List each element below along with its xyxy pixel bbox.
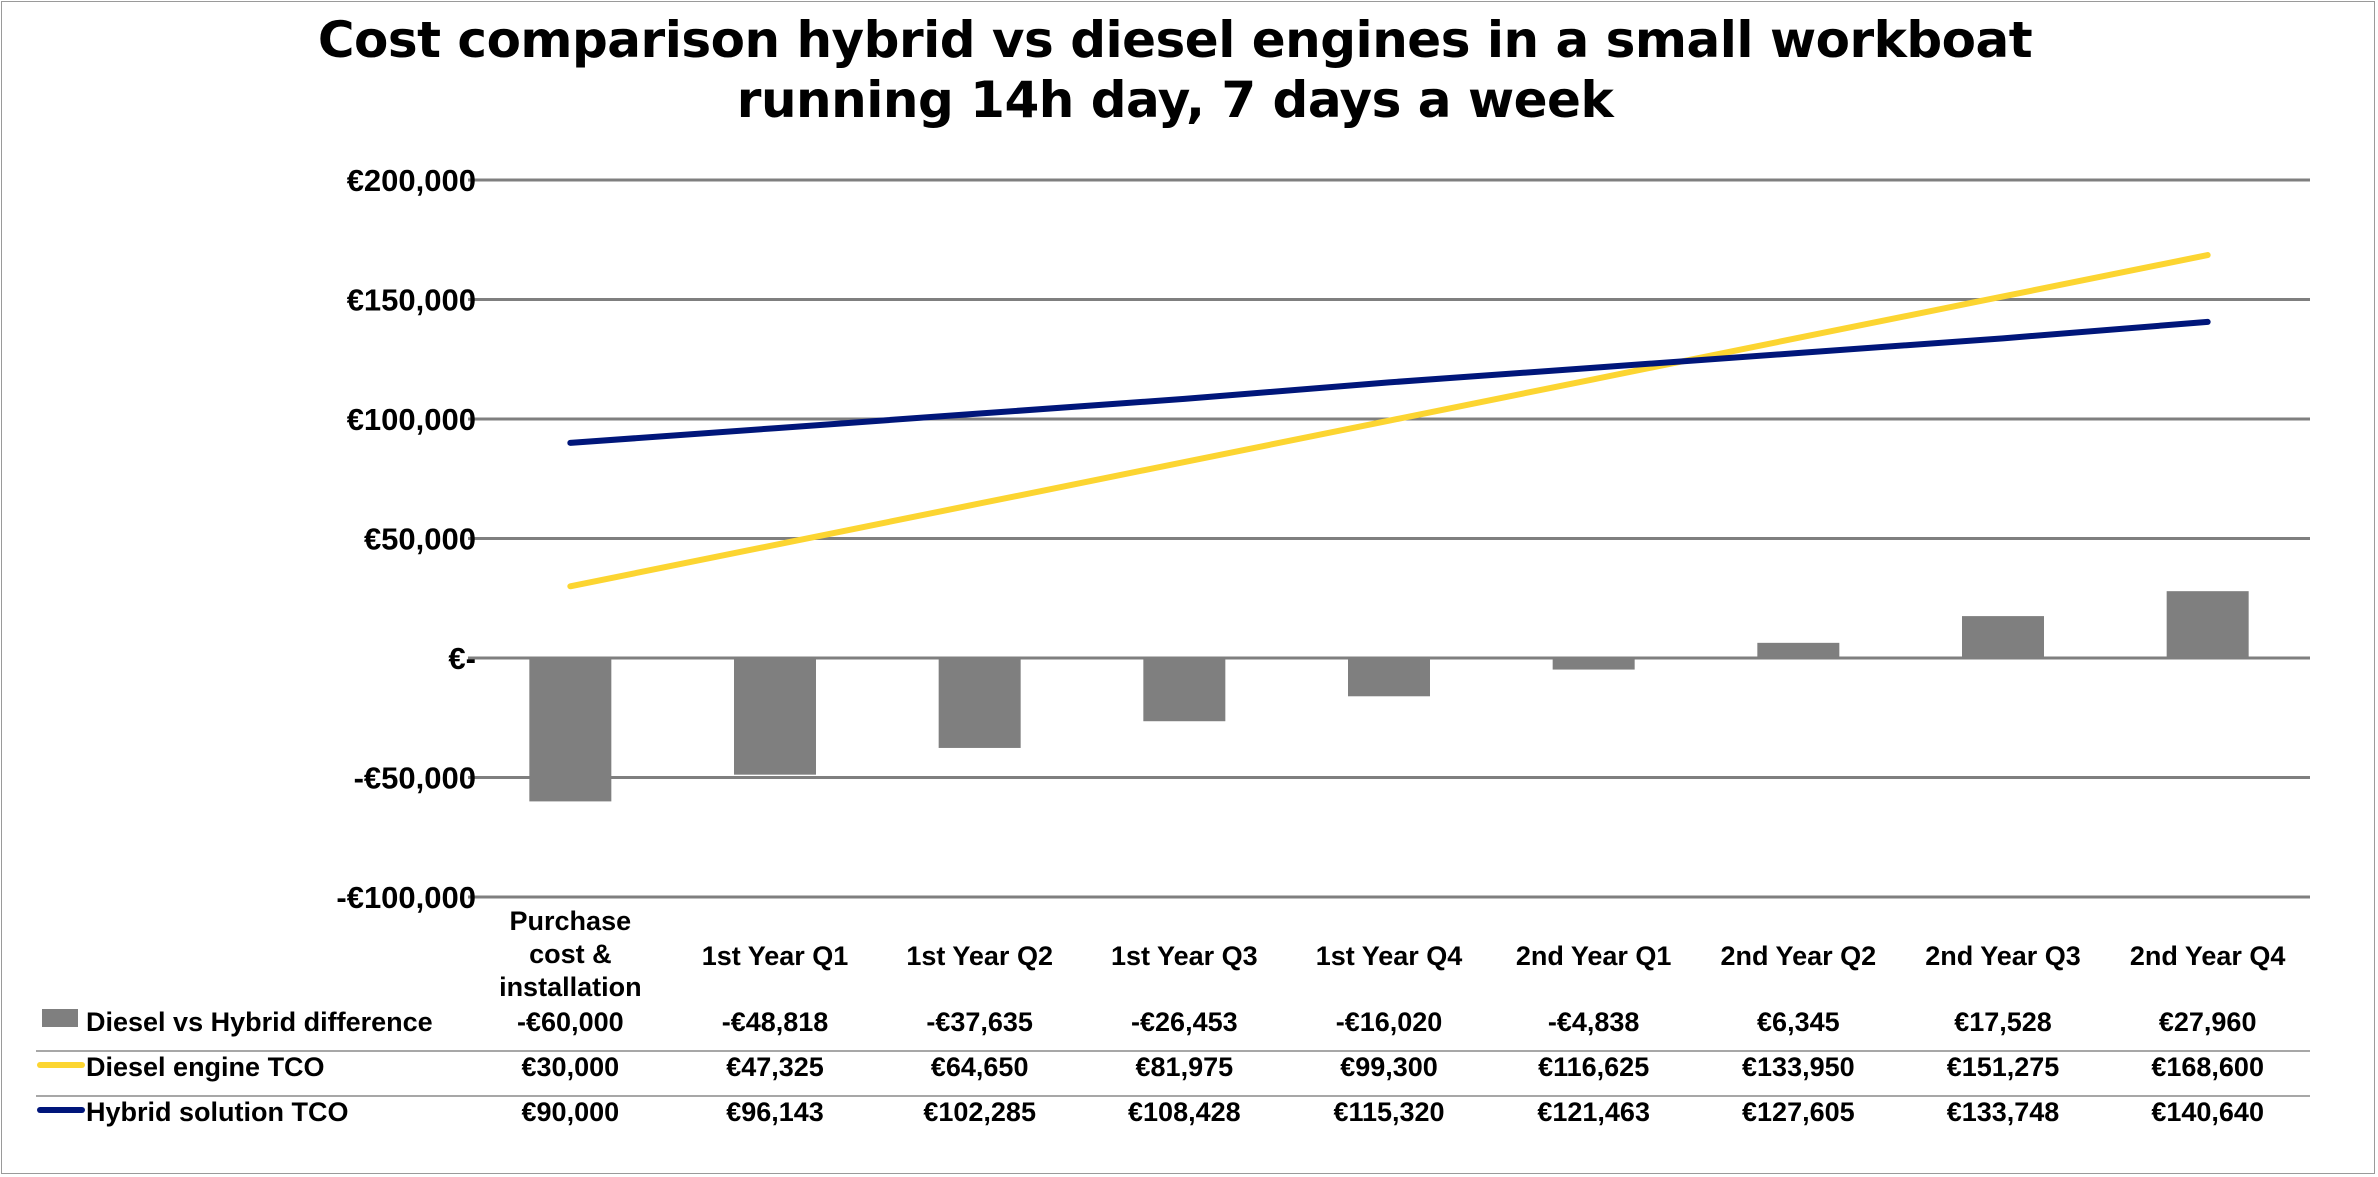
table-cell: €27,960 [2159, 1007, 2257, 1037]
category-label: 1st Year Q4 [1316, 941, 1463, 971]
table-cell: -€26,453 [1131, 1007, 1238, 1037]
table-cell: €30,000 [522, 1052, 620, 1082]
difference-bar [1552, 658, 1635, 670]
y-tick-label: €200,000 [347, 163, 476, 198]
difference-bars [529, 591, 2249, 802]
y-axis-tick-labels: €200,000 €150,000 €100,000 €50,000 €- -€50,00… [336, 163, 476, 915]
category-label: 2nd Year Q3 [1925, 941, 2081, 971]
hybrid-row: Hybrid solution TCO €90,000 €96,143 €102,28… [37, 1097, 2264, 1127]
data-table: Diesel vs Hybrid difference -€60,000 -€48,… [36, 1007, 2310, 1127]
chart-title-line-1: Cost comparison hybrid vs diesel engines… [317, 11, 2033, 69]
table-cell: €102,285 [923, 1097, 1036, 1127]
table-cell: €133,950 [1742, 1052, 1855, 1082]
legend-label: Hybrid solution TCO [86, 1097, 349, 1127]
table-cell: €99,300 [1340, 1052, 1438, 1082]
table-cell: €127,605 [1742, 1097, 1855, 1127]
table-cell: -€4,838 [1548, 1007, 1640, 1037]
difference-bar [1962, 616, 2044, 658]
difference-bar [1757, 642, 1840, 658]
difference-bar [2166, 591, 2249, 658]
table-cell: €47,325 [726, 1052, 824, 1082]
difference-bar [1143, 658, 1226, 722]
table-cell: €116,625 [1538, 1052, 1649, 1082]
y-tick-label: -€50,000 [354, 761, 476, 796]
hybrid-tco-line [567, 318, 2211, 446]
table-cell: €17,528 [1954, 1007, 2052, 1037]
table-cell: €168,600 [2151, 1052, 2264, 1082]
diesel-tco-line [567, 252, 2211, 590]
table-cell: €151,275 [1947, 1052, 2060, 1082]
difference-bar [938, 658, 1021, 748]
y-tick-label: €50,000 [364, 522, 476, 557]
category-label: Purchase cost & installation [499, 906, 642, 1002]
y-tick-label: €100,000 [347, 402, 476, 437]
table-cell: €96,143 [726, 1097, 824, 1127]
category-label: 2nd Year Q1 [1516, 941, 1672, 971]
y-tick-label: -€100,000 [336, 880, 476, 915]
legend-label: Diesel vs Hybrid difference [86, 1007, 433, 1037]
table-cell: -€60,000 [517, 1007, 624, 1037]
category-label: 2nd Year Q4 [2130, 941, 2286, 971]
category-label-line: installation [499, 972, 642, 1002]
category-label-line: cost & [529, 939, 612, 969]
table-cell: €90,000 [522, 1097, 620, 1127]
category-label: 2nd Year Q2 [1721, 941, 1877, 971]
table-cell: -€48,818 [722, 1007, 829, 1037]
chart-title-line-2: running 14h day, 7 days a week [736, 71, 1614, 129]
table-cell: €64,650 [931, 1052, 1029, 1082]
table-cell: €133,748 [1947, 1097, 2060, 1127]
tco-lines [567, 252, 2211, 590]
table-cell: €140,640 [2151, 1097, 2264, 1127]
category-label: 1st Year Q2 [906, 941, 1053, 971]
legend-key-bar [42, 1009, 78, 1027]
category-label-line: Purchase [510, 906, 632, 936]
difference-row: Diesel vs Hybrid difference -€60,000 -€48,… [42, 1007, 2256, 1037]
table-cell: -€37,635 [926, 1007, 1033, 1037]
table-cell: €108,428 [1128, 1097, 1241, 1127]
table-cell: €115,320 [1333, 1097, 1444, 1127]
table-cell: €121,463 [1537, 1097, 1650, 1127]
table-cell: €6,345 [1757, 1007, 1840, 1037]
category-labels: Purchase cost & installation 1st Year Q1 1st… [499, 906, 2285, 1002]
difference-bar [1348, 658, 1430, 697]
y-tick-label: €150,000 [347, 283, 476, 318]
table-cell: -€16,020 [1336, 1007, 1443, 1037]
y-tick-label: €- [448, 641, 476, 676]
chart-title: Cost comparison hybrid vs diesel engines… [0, 10, 2350, 130]
difference-bar [529, 658, 612, 802]
category-label: 1st Year Q1 [702, 941, 849, 971]
diesel-row: Diesel engine TCO €30,000 €47,325 €64,650 €8… [37, 1052, 2264, 1082]
category-label: 1st Year Q3 [1111, 941, 1258, 971]
legend-label: Diesel engine TCO [86, 1052, 325, 1082]
table-cell: €81,975 [1136, 1052, 1234, 1082]
difference-bar [734, 658, 816, 775]
